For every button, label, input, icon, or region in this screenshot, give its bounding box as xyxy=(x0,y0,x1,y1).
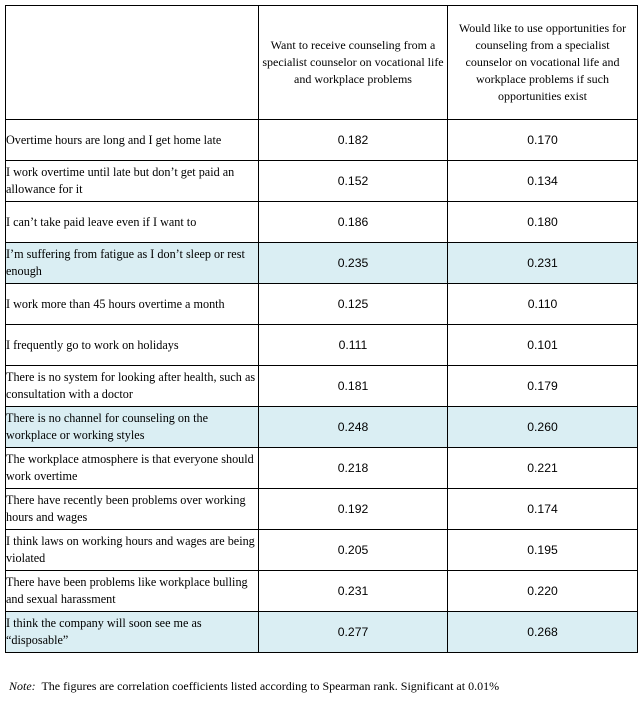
value-would-use: 0.101 xyxy=(447,324,638,366)
value-want-counseling: 0.231 xyxy=(258,570,448,612)
value-want-counseling: 0.125 xyxy=(258,283,448,325)
value-would-use: 0.268 xyxy=(447,611,638,653)
value-would-use: 0.221 xyxy=(447,447,638,489)
value-want-counseling: 0.218 xyxy=(258,447,448,489)
row-label: I’m suffering from fatigue as I don’t sl… xyxy=(5,242,259,284)
value-would-use: 0.179 xyxy=(447,365,638,407)
row-label: There have been problems like workplace … xyxy=(5,570,259,612)
table-row: I frequently go to work on holidays 0.11… xyxy=(5,324,638,366)
value-want-counseling: 0.111 xyxy=(258,324,448,366)
table-header-row: Want to receive counseling from a specia… xyxy=(5,5,638,120)
note-prefix: Note: xyxy=(9,679,36,693)
table-row: There is no system for looking after hea… xyxy=(5,365,638,407)
value-would-use: 0.195 xyxy=(447,529,638,571)
table-note: Note: The figures are correlation coeffi… xyxy=(9,679,499,694)
value-want-counseling: 0.152 xyxy=(258,160,448,202)
table-row: I work overtime until late but don’t get… xyxy=(5,160,638,202)
value-want-counseling: 0.182 xyxy=(258,119,448,161)
row-label: I think the company will soon see me as … xyxy=(5,611,259,653)
row-label: I can’t take paid leave even if I want t… xyxy=(5,201,259,243)
row-label: There have recently been problems over w… xyxy=(5,488,259,530)
table-row: There have been problems like workplace … xyxy=(5,570,638,612)
value-would-use: 0.170 xyxy=(447,119,638,161)
value-would-use: 0.180 xyxy=(447,201,638,243)
value-would-use: 0.260 xyxy=(447,406,638,448)
row-label: Overtime hours are long and I get home l… xyxy=(5,119,259,161)
correlation-table-container: Want to receive counseling from a specia… xyxy=(5,5,638,653)
value-want-counseling: 0.205 xyxy=(258,529,448,571)
header-want-counseling: Want to receive counseling from a specia… xyxy=(258,5,448,120)
value-want-counseling: 0.277 xyxy=(258,611,448,653)
table-row: I think laws on working hours and wages … xyxy=(5,529,638,571)
row-label: I think laws on working hours and wages … xyxy=(5,529,259,571)
row-label: I work more than 45 hours overtime a mon… xyxy=(5,283,259,325)
note-text: The figures are correlation coefficients… xyxy=(41,679,500,693)
value-want-counseling: 0.181 xyxy=(258,365,448,407)
table-row: There is no channel for counseling on th… xyxy=(5,406,638,448)
row-label: I work overtime until late but don’t get… xyxy=(5,160,259,202)
table-row: The workplace atmosphere is that everyon… xyxy=(5,447,638,489)
value-would-use: 0.174 xyxy=(447,488,638,530)
value-want-counseling: 0.248 xyxy=(258,406,448,448)
value-would-use: 0.231 xyxy=(447,242,638,284)
value-want-counseling: 0.235 xyxy=(258,242,448,284)
table-row: I think the company will soon see me as … xyxy=(5,611,638,653)
row-label: The workplace atmosphere is that everyon… xyxy=(5,447,259,489)
value-would-use: 0.110 xyxy=(447,283,638,325)
table-row: I’m suffering from fatigue as I don’t sl… xyxy=(5,242,638,284)
header-want-counseling-label: Want to receive counseling from a specia… xyxy=(262,38,444,86)
table-row: I work more than 45 hours overtime a mon… xyxy=(5,283,638,325)
row-label: There is no system for looking after hea… xyxy=(5,365,259,407)
value-would-use: 0.220 xyxy=(447,570,638,612)
value-want-counseling: 0.192 xyxy=(258,488,448,530)
row-label: There is no channel for counseling on th… xyxy=(5,406,259,448)
correlation-table: Want to receive counseling from a specia… xyxy=(5,5,638,653)
header-would-use-opportunities: Would like to use opportunities for coun… xyxy=(447,5,638,120)
table-row: Overtime hours are long and I get home l… xyxy=(5,119,638,161)
table-row: I can’t take paid leave even if I want t… xyxy=(5,201,638,243)
header-would-use-opportunities-label: Would like to use opportunities for coun… xyxy=(458,21,627,103)
value-want-counseling: 0.186 xyxy=(258,201,448,243)
table-row: There have recently been problems over w… xyxy=(5,488,638,530)
header-empty-cell xyxy=(5,5,259,120)
row-label: I frequently go to work on holidays xyxy=(5,324,259,366)
value-would-use: 0.134 xyxy=(447,160,638,202)
